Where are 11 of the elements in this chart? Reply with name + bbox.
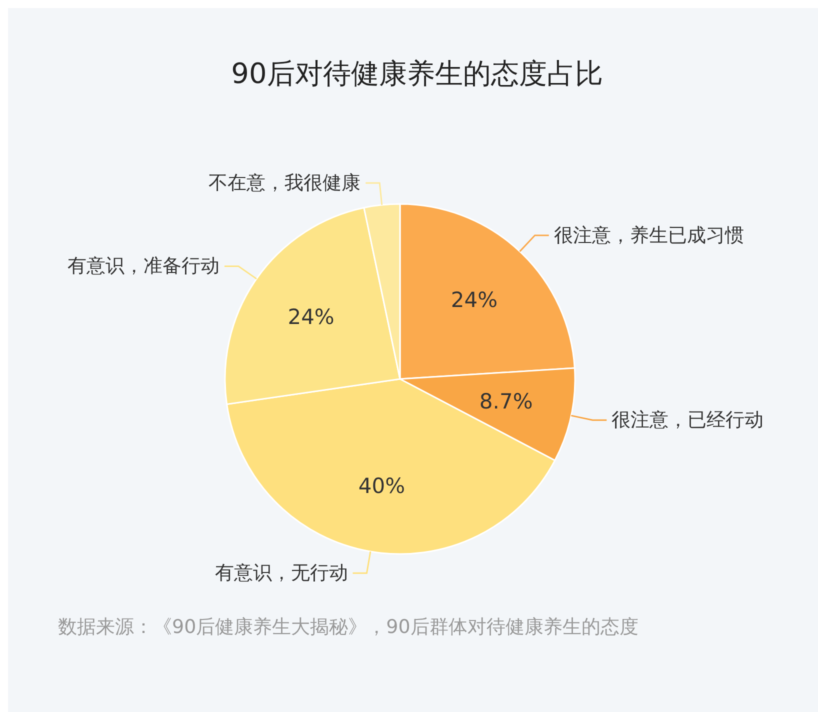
data-label: 24% (450, 288, 498, 312)
data-label: 40% (358, 474, 406, 498)
slice-label: 不在意，我很健康 (208, 172, 361, 194)
chart-title: 90后对待健康养生的态度占比 (231, 57, 603, 90)
slice-label: 有意识，准备行动 (67, 255, 220, 278)
data-label: 24% (288, 304, 334, 329)
slice-label: 很注意，养生已成习惯 (554, 224, 744, 246)
data-label: 8.7% (479, 390, 533, 414)
slice-label: 有意识，无行动 (214, 562, 348, 584)
slice-label: 很注意，已经行动 (612, 409, 764, 432)
source-note: 数据来源：《90后健康养生大揭秘》，90后群体对待健康养生的态度 (58, 616, 638, 638)
